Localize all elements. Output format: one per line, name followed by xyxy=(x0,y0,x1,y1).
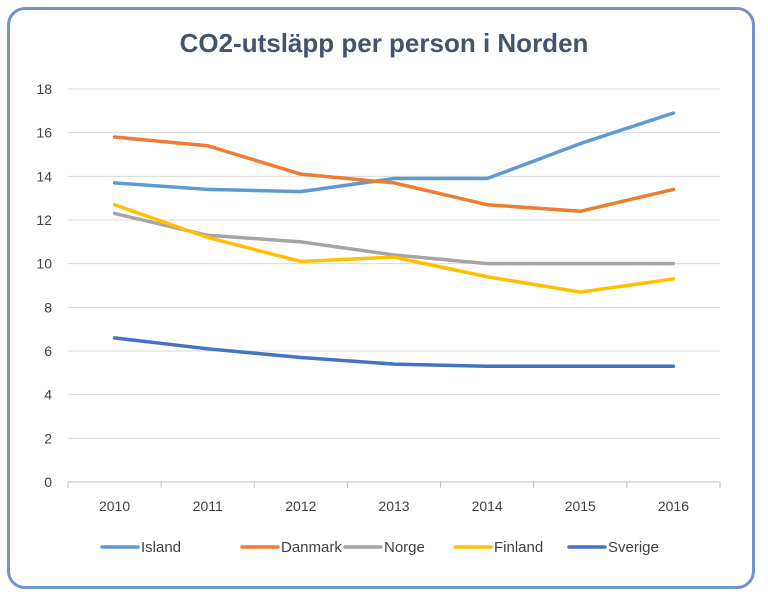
data-point-sverige xyxy=(113,336,117,340)
x-tick-label: 2012 xyxy=(285,498,316,514)
data-point-finland xyxy=(671,277,675,281)
data-point-island xyxy=(206,187,210,191)
x-tick-label: 2011 xyxy=(193,498,223,514)
chart-title: CO2-utsläpp per person i Norden xyxy=(179,28,589,58)
y-tick-label: 12 xyxy=(36,212,52,228)
data-point-danmark xyxy=(671,187,675,191)
data-point-sverige xyxy=(671,364,675,368)
series-line-danmark xyxy=(112,135,676,214)
x-tick-label: 2010 xyxy=(99,498,130,514)
data-point-sverige xyxy=(578,364,582,368)
data-point-danmark xyxy=(578,209,582,213)
legend-label: Sverige xyxy=(608,539,659,556)
y-tick-label: 16 xyxy=(36,125,52,141)
y-tick-label: 18 xyxy=(36,81,52,97)
data-point-danmark xyxy=(206,144,210,148)
x-tick-label: 2013 xyxy=(378,498,409,514)
y-tick-label: 8 xyxy=(44,299,52,315)
series-line-sverige xyxy=(112,336,676,369)
data-point-island xyxy=(671,111,675,115)
data-point-island xyxy=(299,190,303,194)
data-point-sverige xyxy=(392,362,396,366)
data-point-finland xyxy=(113,203,117,207)
data-point-danmark xyxy=(485,203,489,207)
x-tick-label: 2014 xyxy=(472,498,503,514)
chart-frame xyxy=(7,7,755,589)
data-point-finland xyxy=(485,275,489,279)
data-point-norge xyxy=(578,262,582,266)
series-line-finland xyxy=(112,202,676,294)
data-point-norge xyxy=(113,211,117,215)
legend-label: Island xyxy=(141,539,181,556)
y-tick-label: 0 xyxy=(44,474,52,490)
data-point-finland xyxy=(299,259,303,263)
x-tick-label: 2016 xyxy=(658,498,689,514)
legend-label: Danmark xyxy=(281,539,342,556)
data-point-norge xyxy=(485,262,489,266)
data-point-sverige xyxy=(485,364,489,368)
data-point-finland xyxy=(206,235,210,239)
data-point-island xyxy=(113,181,117,185)
y-tick-label: 14 xyxy=(36,168,52,184)
data-point-sverige xyxy=(299,356,303,360)
legend-label: Finland xyxy=(494,539,543,556)
data-point-norge xyxy=(671,262,675,266)
data-point-danmark xyxy=(392,181,396,185)
y-tick-label: 4 xyxy=(44,387,52,403)
data-point-finland xyxy=(578,290,582,294)
y-tick-label: 2 xyxy=(44,430,52,446)
data-point-island xyxy=(578,142,582,146)
data-point-sverige xyxy=(206,347,210,351)
y-tick-label: 6 xyxy=(44,343,52,359)
data-point-island xyxy=(485,177,489,181)
data-point-norge xyxy=(299,240,303,244)
data-point-island xyxy=(392,177,396,181)
x-tick-label: 2015 xyxy=(565,498,596,514)
y-tick-label: 10 xyxy=(36,256,52,272)
data-point-finland xyxy=(392,255,396,259)
legend-label: Norge xyxy=(384,539,425,556)
data-point-danmark xyxy=(113,135,117,139)
data-point-danmark xyxy=(299,172,303,176)
